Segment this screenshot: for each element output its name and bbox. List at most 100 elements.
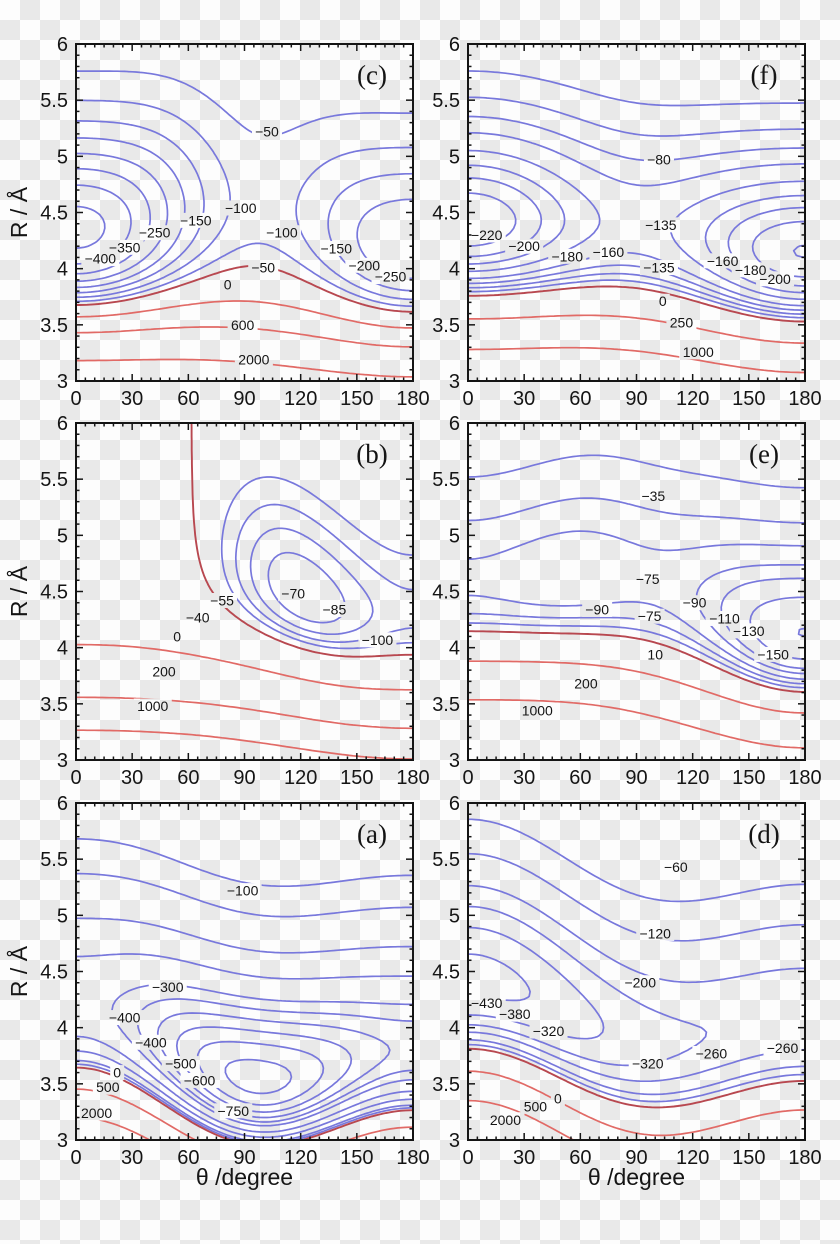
y-tick-label: 3 [449, 750, 460, 772]
panel-letter-b: (b) [356, 439, 387, 469]
contour-level--250 [76, 152, 169, 283]
contour-level--55 [249, 527, 374, 636]
contour-label: −750 [217, 1103, 249, 1119]
contour-level-250 [468, 314, 805, 344]
contour-label: −90 [585, 601, 609, 617]
x-tick-label: 60 [177, 767, 199, 789]
contour-label: 1000 [137, 698, 168, 714]
contour-lines-d [468, 818, 805, 1140]
contour-label: 0 [554, 1090, 562, 1106]
contour-level--300 [76, 953, 413, 1133]
y-tick-label: 5.5 [40, 849, 68, 871]
contour-level--650 [224, 1058, 293, 1095]
contour-level--380 [468, 953, 531, 1002]
contour-label: −200 [624, 975, 656, 991]
contour-label: 0 [224, 276, 232, 292]
y-tick-label: 6 [449, 413, 460, 435]
x-tick-label: 0 [70, 388, 81, 410]
x-tick-label: 120 [284, 388, 317, 410]
panel-letter-f: (f) [751, 60, 778, 90]
y-tick-label: 4 [449, 259, 460, 281]
contour-level--25 [220, 476, 413, 650]
x-tick-label: 90 [625, 388, 647, 410]
contour-level-1000 [468, 346, 805, 374]
y-tick-label: 3.5 [432, 694, 460, 716]
contour-label: 500 [524, 1098, 548, 1114]
x-tick-label: 0 [70, 1147, 81, 1169]
contour-label: 1000 [522, 703, 553, 719]
contour-label: −380 [499, 1006, 531, 1022]
panel-letter-a: (a) [357, 819, 387, 849]
contour-label: −320 [632, 1056, 664, 1072]
y-tick-label: 6 [57, 793, 68, 815]
y-tick-label: 5 [449, 905, 460, 927]
contour-label: −200 [349, 257, 381, 273]
x-tick-label: 0 [462, 388, 473, 410]
contour-level-zero [76, 1066, 413, 1140]
y-tick-label: 4 [449, 1018, 460, 1040]
contour-label: 10 [647, 646, 663, 662]
contour-level-200 [76, 643, 413, 691]
contour-label: −135 [643, 260, 675, 276]
y-tick-label: 6 [57, 413, 68, 435]
y-tick-label: 4 [449, 638, 460, 660]
x-tick-label: 150 [340, 388, 373, 410]
contour-label: 2000 [490, 1112, 521, 1128]
contour-label: −600 [184, 1072, 216, 1088]
contour-label: −250 [139, 225, 171, 241]
contour-level--600 [196, 1040, 325, 1106]
contour-level--80 [468, 115, 805, 312]
contour-label: 2000 [81, 1105, 112, 1121]
y-tick-label: 5.5 [432, 90, 460, 112]
contour-label: −100 [227, 883, 259, 899]
contour-lines-c [76, 70, 413, 378]
contour-label: 0 [113, 1065, 121, 1081]
plot-frame-f [467, 43, 806, 382]
contour-label: −400 [85, 251, 117, 267]
contour-level--400 [111, 983, 413, 1127]
contour-label: −135 [645, 217, 677, 233]
y-tick-label: 5.5 [432, 469, 460, 491]
contour-level--55 [468, 96, 805, 316]
contour-level--40 [234, 503, 413, 643]
panel-b: 0 30 60 90 120 150 180 6 5.5 5 4.5 4 3.5 3 (b) −55 −70 −8… [5, 413, 430, 789]
contour-level-200 [76, 300, 413, 329]
y-tick-label: 5 [57, 146, 68, 168]
contour-label: −500 [165, 1056, 197, 1072]
y-tick-label: 3 [449, 371, 460, 393]
y-tick-label: 3 [449, 1130, 460, 1152]
contour-level--30 [468, 70, 805, 319]
y-tick-label: 3.5 [40, 694, 68, 716]
y-tick-label: 4 [57, 259, 68, 281]
contour-label: −80 [647, 152, 671, 168]
panel-f: 0 30 60 90 120 150 180 6 5.5 5 4.5 4 3.5 3 (f) −80 −135 −… [432, 34, 822, 410]
x-tick-label: 120 [676, 1147, 709, 1169]
y-tick-label: 5.5 [40, 469, 68, 491]
x-tick-label: 150 [732, 767, 765, 789]
contour-level-200 [468, 660, 805, 714]
contour-label: −75 [636, 571, 660, 587]
contour-level--200 [468, 192, 805, 278]
x-axis-title: θ /degree [588, 1164, 685, 1190]
panel-letter-e: (e) [749, 439, 779, 469]
panel-letter-d: (d) [748, 819, 779, 849]
x-tick-label: 150 [340, 1147, 373, 1169]
contour-lines-b [76, 423, 413, 760]
y-tick-label: 5 [449, 146, 460, 168]
x-tick-label: 180 [788, 388, 821, 410]
contour-label: −90 [683, 595, 707, 611]
ticks-a [75, 802, 414, 1141]
contour-label: −50 [255, 124, 279, 140]
x-tick-label: 0 [462, 767, 473, 789]
contour-level--105 [468, 131, 805, 307]
contour-level-2000 [76, 358, 413, 378]
contour-label: −60 [664, 859, 688, 875]
x-tick-label: 60 [177, 388, 199, 410]
contour-label: −160 [707, 253, 739, 269]
contour-label: −55 [210, 592, 234, 608]
contour-level--75 [695, 564, 805, 675]
x-tick-label: 30 [121, 767, 143, 789]
x-tick-label: 30 [513, 388, 535, 410]
contour-label: 200 [574, 676, 598, 692]
